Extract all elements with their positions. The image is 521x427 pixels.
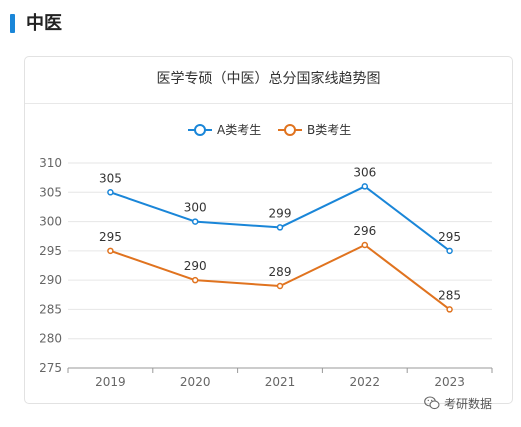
data-point bbox=[361, 183, 369, 190]
data-point bbox=[191, 218, 199, 225]
data-point bbox=[361, 241, 369, 249]
y-tick-label: 305 bbox=[39, 185, 62, 199]
data-label: 299 bbox=[269, 206, 292, 220]
data-point bbox=[107, 247, 114, 255]
data-label: 289 bbox=[269, 265, 292, 279]
watermark: 考研数据 bbox=[424, 394, 492, 412]
x-tick-label: 2020 bbox=[180, 375, 211, 389]
legend-label: B类考生 bbox=[307, 123, 351, 137]
section-accent-bar bbox=[10, 14, 15, 33]
legend-label: A类考生 bbox=[217, 123, 261, 137]
data-label: 295 bbox=[438, 230, 461, 244]
watermark-text: 考研数据 bbox=[444, 396, 493, 411]
y-tick-label: 310 bbox=[39, 156, 62, 170]
data-label: 285 bbox=[438, 288, 461, 302]
y-tick-label: 275 bbox=[39, 361, 62, 375]
y-tick-label: 280 bbox=[39, 332, 62, 346]
data-label: 296 bbox=[353, 224, 376, 238]
y-tick-label: 285 bbox=[39, 302, 62, 316]
card-divider bbox=[25, 103, 512, 104]
data-point bbox=[107, 189, 114, 196]
wechat-icon bbox=[424, 396, 440, 410]
y-tick-label: 295 bbox=[39, 244, 62, 258]
data-label: 300 bbox=[184, 201, 207, 215]
data-point bbox=[446, 247, 453, 255]
legend-marker bbox=[284, 124, 296, 136]
data-label: 295 bbox=[99, 230, 122, 244]
chart-card: 医学专硕（中医）总分国家线趋势图 bbox=[24, 56, 513, 404]
x-tick-label: 2022 bbox=[350, 375, 381, 389]
data-point bbox=[191, 276, 199, 284]
x-tick-label: 2021 bbox=[265, 375, 296, 389]
y-tick-label: 300 bbox=[39, 215, 62, 229]
y-tick-label: 290 bbox=[39, 273, 62, 287]
x-tick-label: 2019 bbox=[95, 375, 126, 389]
data-point bbox=[276, 224, 284, 231]
data-point bbox=[446, 306, 453, 313]
data-point bbox=[276, 282, 284, 290]
chart-title: 医学专硕（中医）总分国家线趋势图 bbox=[156, 71, 381, 87]
legend-marker bbox=[194, 124, 206, 136]
section-title: 中医 bbox=[26, 13, 62, 34]
x-tick-label: 2023 bbox=[434, 375, 465, 389]
data-label: 306 bbox=[353, 165, 376, 179]
data-label: 305 bbox=[99, 171, 122, 185]
data-label: 290 bbox=[184, 259, 207, 273]
